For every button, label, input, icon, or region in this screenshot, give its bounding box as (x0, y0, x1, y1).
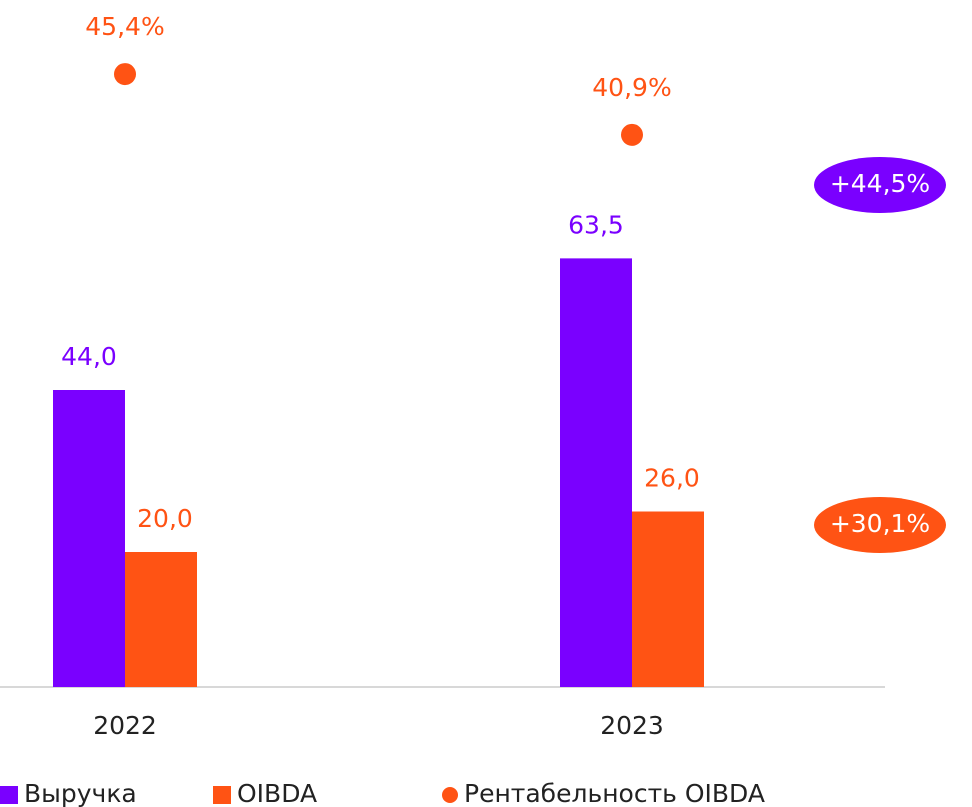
bar (560, 258, 632, 687)
value-label: 20,0 (137, 504, 193, 533)
x-tick-label: 2022 (93, 711, 157, 740)
legend-label: Рентабельность OIBDA (464, 779, 765, 807)
margin-dot (621, 123, 643, 146)
value-label: 63,5 (568, 210, 624, 239)
bar (53, 390, 125, 687)
value-label: 45,4% (85, 12, 164, 41)
value-label: 44,0 (61, 342, 117, 371)
growth-badge (814, 497, 946, 553)
growth-label: +30,1% (830, 509, 930, 538)
legend-label: Выручка (24, 779, 137, 807)
bar (125, 552, 197, 687)
legend-swatch (0, 786, 18, 804)
bar (632, 511, 704, 687)
growth-badge (814, 157, 946, 213)
value-label: 40,9% (592, 73, 671, 102)
legend-swatch (442, 787, 458, 803)
legend-swatch (213, 786, 231, 804)
x-tick-label: 2023 (600, 711, 664, 740)
growth-label: +44,5% (830, 169, 930, 198)
margin-dot (114, 63, 136, 86)
legend-label: OIBDA (237, 779, 317, 807)
value-label: 26,0 (644, 464, 700, 493)
